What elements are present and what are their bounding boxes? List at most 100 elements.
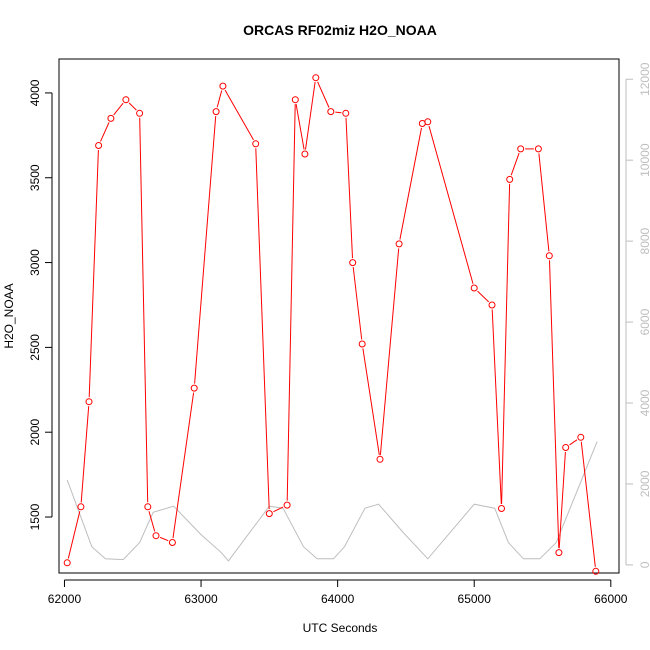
primary-series-segment xyxy=(558,451,566,549)
y2-tick-label: 6000 xyxy=(638,308,650,335)
data-point xyxy=(517,145,525,153)
primary-series-segment xyxy=(273,506,284,513)
y-tick-label: 1500 xyxy=(28,503,42,530)
primary-series-segment xyxy=(194,116,217,384)
primary-series-segment xyxy=(428,125,474,284)
primary-series-segment xyxy=(345,117,353,259)
x-tick-label: 63000 xyxy=(184,592,218,606)
primary-series-segment xyxy=(148,511,156,532)
primary-series-segment xyxy=(139,117,149,503)
data-point xyxy=(252,140,260,148)
primary-series-segment xyxy=(491,309,502,505)
x-tick-label: 64000 xyxy=(321,592,355,606)
primary-series-segment xyxy=(128,102,137,111)
primary-series-segment xyxy=(317,81,330,108)
primary-series-segment xyxy=(88,149,99,398)
primary-series-segment xyxy=(159,536,169,542)
y-axis-right: 0 2000 4000 6000 8000 10000 12000 xyxy=(625,62,650,568)
data-point xyxy=(95,142,103,149)
data-point xyxy=(498,505,505,512)
primary-series-segment xyxy=(100,122,110,142)
data-point xyxy=(219,82,227,90)
data-point xyxy=(592,567,600,575)
primary-series-segment xyxy=(224,89,254,141)
data-point xyxy=(122,96,130,104)
primary-series-segment xyxy=(305,82,316,150)
y-tick-label: 4000 xyxy=(28,79,42,106)
data-point xyxy=(136,109,144,117)
primary-series-segment xyxy=(286,104,296,501)
primary-series-segment xyxy=(580,441,596,567)
y-tick-label: 3500 xyxy=(28,164,42,191)
data-point xyxy=(144,503,152,511)
data-point xyxy=(342,109,350,117)
x-axis-label: UTC Seconds xyxy=(303,621,378,635)
data-point xyxy=(470,284,478,292)
primary-series-segment xyxy=(113,102,124,116)
primary-series-segment xyxy=(80,406,90,503)
secondary-series-line xyxy=(66,441,598,562)
data-point xyxy=(291,96,299,104)
primary-series-segment xyxy=(510,152,520,176)
data-point xyxy=(77,503,85,511)
y-axis-label: H2O_NOAA xyxy=(2,283,16,348)
data-point xyxy=(506,175,514,183)
data-point xyxy=(488,301,496,309)
y-tick-label: 2000 xyxy=(28,419,42,446)
x-tick-label: 65000 xyxy=(458,592,492,606)
data-point xyxy=(283,501,291,509)
data-point xyxy=(562,444,570,451)
data-point xyxy=(327,108,335,116)
data-point xyxy=(190,384,198,392)
primary-series-segment xyxy=(172,392,195,539)
primary-series-segment xyxy=(399,127,422,240)
y2-tick-label: 4000 xyxy=(638,389,650,416)
data-point xyxy=(63,559,71,567)
primary-series-segment xyxy=(295,104,305,150)
data-point xyxy=(555,549,563,557)
plot-frame xyxy=(58,58,620,574)
data-point xyxy=(265,510,273,518)
x-tick-label: 62000 xyxy=(48,592,82,606)
y2-tick-label: 12000 xyxy=(638,62,650,96)
primary-series-segment xyxy=(216,90,223,108)
primary-series-segment xyxy=(379,248,400,455)
data-point xyxy=(168,539,176,546)
data-point xyxy=(349,259,357,267)
data-point xyxy=(358,340,366,348)
x-tick-label: 66000 xyxy=(594,592,628,606)
y-axis-left: 1500 2000 2500 3000 3500 4000 xyxy=(28,79,53,530)
data-point xyxy=(152,532,160,540)
series-layer xyxy=(63,74,600,575)
y-tick-label: 3000 xyxy=(28,249,42,276)
primary-series-segment xyxy=(255,148,270,510)
data-point xyxy=(301,150,309,158)
data-point xyxy=(107,114,115,122)
data-point xyxy=(212,108,220,116)
primary-series-segment xyxy=(67,511,81,559)
data-point xyxy=(312,74,320,82)
x-axis: 62000 63000 64000 65000 66000 xyxy=(48,579,628,606)
y2-tick-label: 2000 xyxy=(638,470,650,497)
data-point xyxy=(577,433,585,441)
primary-series-segment xyxy=(501,183,511,505)
primary-series-segment xyxy=(335,111,342,114)
chart-title: ORCAS RF02miz H2O_NOAA xyxy=(243,22,437,38)
y2-tick-label: 8000 xyxy=(638,227,650,254)
primary-series-segment xyxy=(477,290,490,303)
data-point xyxy=(395,240,403,248)
y-tick-label: 2500 xyxy=(28,334,42,361)
primary-series-segment xyxy=(569,439,578,446)
y2-tick-label: 0 xyxy=(638,561,650,568)
data-point xyxy=(545,252,553,260)
primary-series-segment xyxy=(352,266,363,340)
y2-tick-label: 10000 xyxy=(638,143,650,177)
data-point xyxy=(85,398,93,406)
data-point xyxy=(376,455,384,463)
primary-series-segment xyxy=(538,153,550,252)
data-point xyxy=(424,118,432,126)
primary-series-segment xyxy=(549,260,560,549)
data-point xyxy=(534,145,542,153)
